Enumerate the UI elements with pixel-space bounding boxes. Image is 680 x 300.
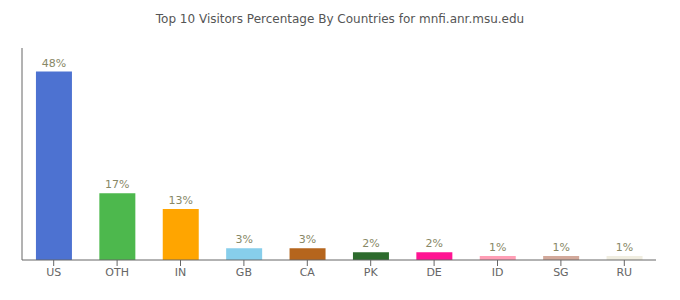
- svg-text:2%: 2%: [362, 237, 379, 250]
- svg-text:DE: DE: [426, 266, 441, 279]
- svg-text:RU: RU: [616, 266, 632, 279]
- svg-text:48%: 48%: [42, 57, 66, 70]
- svg-text:3%: 3%: [299, 233, 316, 246]
- svg-text:3%: 3%: [235, 233, 252, 246]
- svg-text:1%: 1%: [552, 241, 569, 254]
- svg-text:ID: ID: [492, 266, 504, 279]
- svg-text:13%: 13%: [169, 194, 193, 207]
- svg-text:PK: PK: [364, 266, 379, 279]
- svg-text:1%: 1%: [489, 241, 506, 254]
- svg-text:1%: 1%: [616, 241, 633, 254]
- svg-text:17%: 17%: [105, 178, 129, 191]
- svg-text:2%: 2%: [426, 237, 443, 250]
- svg-text:GB: GB: [236, 266, 252, 279]
- svg-text:US: US: [46, 266, 61, 279]
- svg-text:OTH: OTH: [105, 266, 129, 279]
- svg-text:SG: SG: [553, 266, 569, 279]
- svg-text:CA: CA: [300, 266, 316, 279]
- svg-text:IN: IN: [175, 266, 186, 279]
- html-text:Top 10 Visitors Percentage By: Top 10 Visitors Percentage By Countries …: [155, 12, 525, 26]
